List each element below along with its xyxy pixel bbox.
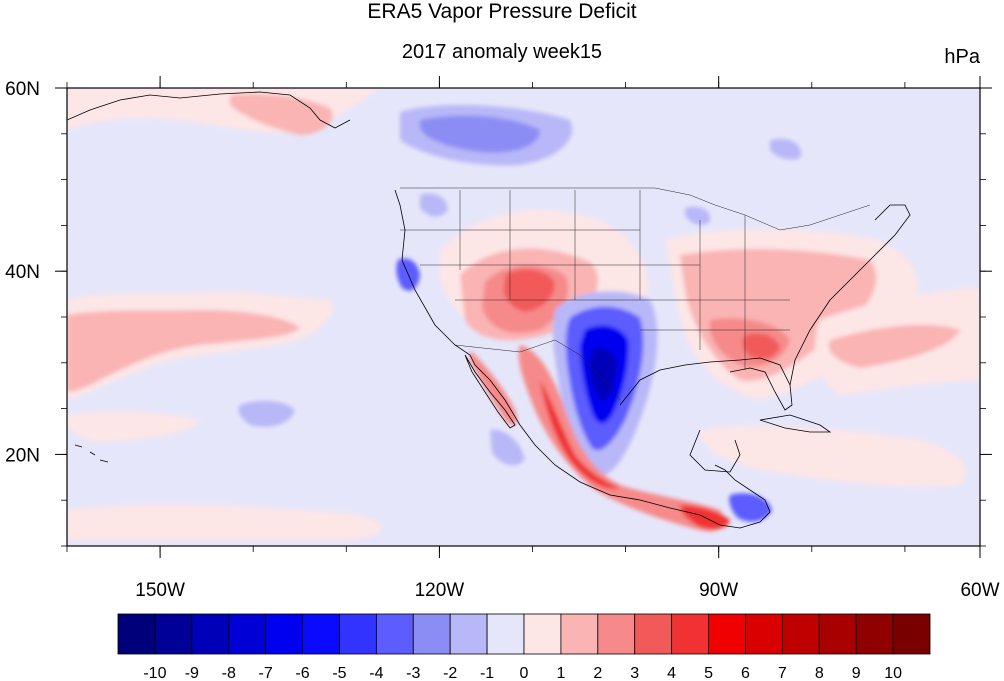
colorbar-swatch [855,613,894,655]
anomaly-field [67,88,980,540]
colorbar-swatch [560,613,599,655]
colorbar-label: 1 [556,665,565,681]
pacific-negative-blob [238,400,295,427]
colorbar-swatch [302,613,340,655]
coastlines [67,91,911,529]
north-plains-negative [420,193,448,217]
north-america-coastline [394,189,771,529]
colorbar-label: -5 [332,665,346,681]
atlantic-core [828,324,960,368]
colorbar-swatch [597,613,636,655]
lat-tick-label: 60N [5,79,40,100]
colorbar-label: -6 [295,665,309,681]
map-title: ERA5 Vapor Pressure Deficit [367,0,637,23]
lon-tick-label: 120W [415,580,465,601]
colorbar-swatch [117,613,156,655]
colorbar-swatch [486,613,525,655]
colorbar-swatch [375,613,414,655]
colorbar-swatch [708,613,746,655]
lon-tick-label: 90W [699,580,738,601]
longitude-axis: 150W 120W 90W 60W [66,76,1000,601]
colorbar-swatch [228,613,267,655]
gulf-mexico-negative [490,429,525,466]
colorbar-swatch [781,613,820,655]
colorbar-swatch [339,613,377,655]
colorbar-swatch [523,613,562,655]
colorbar-swatch [671,613,709,655]
great-lakes-negative [685,206,711,225]
colorbar-swatch [191,613,230,655]
units-label: hPa [944,46,980,68]
lon-tick-label: 60W [960,580,999,601]
colorbar-label: -4 [369,665,383,681]
alaska-positive-core [230,93,333,135]
colorbar-label: 4 [667,665,676,681]
map-subtitle: 2017 anomaly week15 [401,41,603,63]
latitude-axis: 60N 40N 20N [5,79,992,547]
colorbar-swatch [745,613,783,655]
colorbar-label: -10 [143,665,166,681]
cuba [759,414,832,433]
map-plot-area [67,88,980,546]
colorbar-label: 2 [593,665,602,681]
colorbar-label: 9 [852,665,861,681]
southeast-hotspot [742,333,780,360]
alaska-coast [67,91,351,129]
colorbar-label: 0 [520,665,529,681]
colorbar-label: -2 [443,665,457,681]
mexico-west-core [540,380,620,489]
lat-tick-label: 20N [5,445,40,466]
us-mexico-border [454,339,621,401]
colorbar-label: -9 [185,665,199,681]
colorbar-label: 8 [815,665,824,681]
south-pacific-positive [67,411,200,442]
colorbar-swatch [265,613,303,655]
baja-california [464,354,516,429]
state-lines-2 [400,229,790,331]
east-canada-negative [770,138,801,160]
colorbar-swatch [154,613,193,655]
colorbar-swatch [892,613,931,655]
colorbar: -10 -9 -8 -7 -6 -5 -4 -3 -2 -1 0 1 2 3 4 5 6 7 8 9 10 [117,613,931,681]
canada-negative-core [420,115,540,153]
colorbar-label: -7 [259,665,273,681]
baja-positive [470,350,517,426]
colorbar-swatch [818,613,857,655]
colorbar-swatch [412,613,451,655]
colorbar-swatch [634,613,673,655]
yucatan [689,429,741,473]
lon-tick-label: 150W [135,580,185,601]
political-borders [400,187,871,401]
central-america-negative [729,493,772,522]
colorbar-label: 6 [741,665,750,681]
colorbar-swatch [449,613,488,655]
colorbar-label: 7 [778,665,787,681]
gulf-coast [619,357,793,411]
colorbar-label: -8 [222,665,236,681]
pacific-positive-core [67,310,300,392]
colorbar-label: 3 [630,665,639,681]
lat-tick-label: 40N [5,262,40,283]
equatorial-pacific-positive [67,504,382,540]
colorbar-label: -1 [480,665,494,681]
colorbar-label: 10 [884,665,902,681]
colorbar-label: -3 [406,665,420,681]
texas-negative-deep [590,348,617,402]
hawaii [74,444,109,463]
east-coast [789,204,911,386]
four-corners-hot [503,269,555,312]
caribbean-positive [700,425,966,487]
colorbar-label: 5 [704,665,713,681]
